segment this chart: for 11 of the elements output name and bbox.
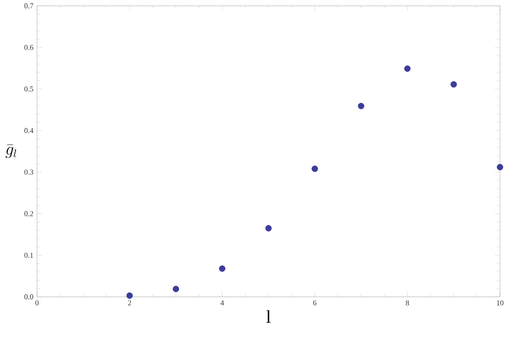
- point: [172, 286, 180, 292]
- point: [496, 164, 504, 170]
- point: [404, 66, 411, 72]
- point: [312, 166, 318, 172]
- point: [219, 265, 226, 272]
- point: [450, 81, 457, 88]
- point: [265, 225, 272, 232]
- y-axis-title: $\bar{g}_l$: [6, 144, 16, 158]
- x-axis-title: l: [266, 310, 271, 323]
- point: [126, 292, 133, 299]
- point: [358, 102, 364, 110]
